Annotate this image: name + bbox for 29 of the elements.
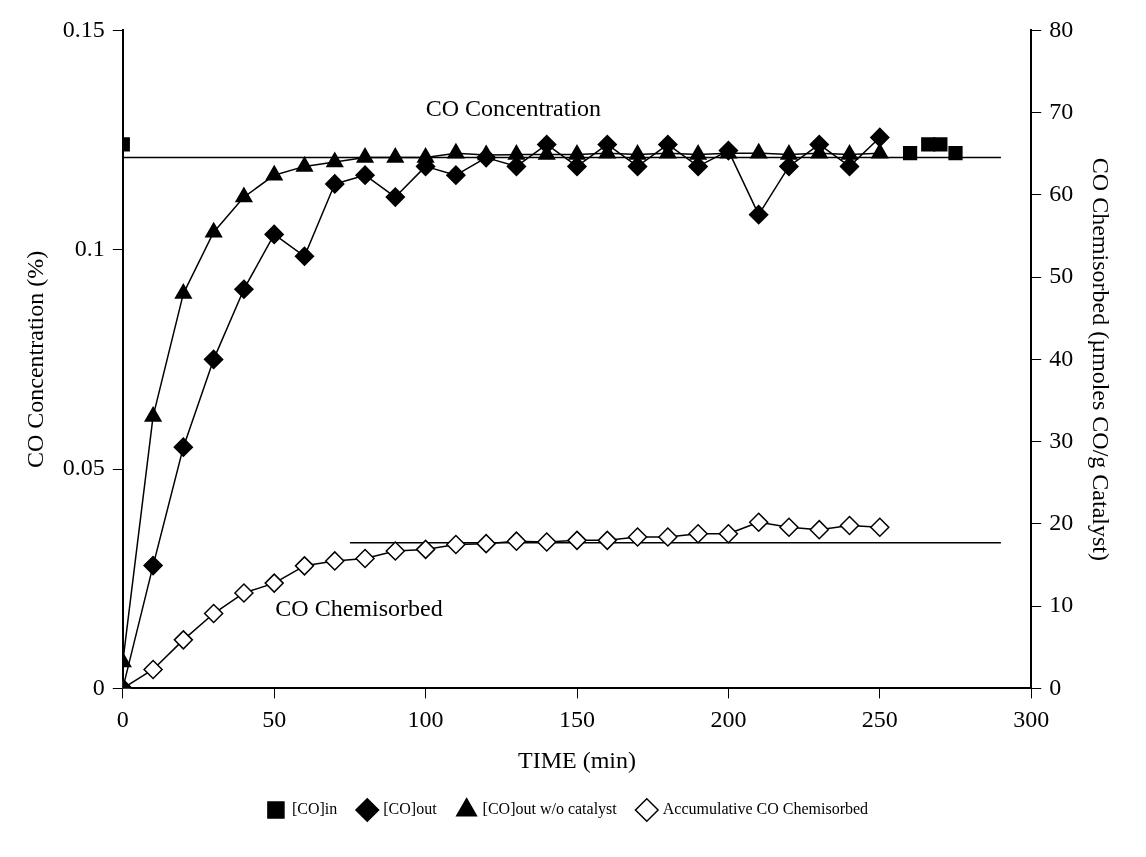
y2-tick-label: 80 xyxy=(1049,15,1074,42)
x-tick-label: 200 xyxy=(710,706,747,733)
legend-label: Accumulative CO Chemisorbed xyxy=(662,800,869,818)
y-tick-label: 0.05 xyxy=(62,454,105,481)
y2-tick-label: 30 xyxy=(1049,426,1074,453)
y2-axis-title: CO Chemisorbed (µmoles CO/g Catalyst) xyxy=(1088,157,1115,561)
y2-tick-label: 40 xyxy=(1049,344,1074,371)
y2-tick-label: 60 xyxy=(1049,180,1074,207)
y2-tick-label: 50 xyxy=(1049,262,1074,289)
y2-tick-label: 70 xyxy=(1049,97,1074,124)
y2-tick-label: 0 xyxy=(1049,673,1062,700)
y-tick-label: 0.15 xyxy=(62,15,105,42)
x-tick-label: 150 xyxy=(559,706,595,733)
y-axis-title: CO Concentration (%) xyxy=(21,250,48,469)
y2-tick-label: 20 xyxy=(1049,509,1074,536)
x-axis-title: TIME (min) xyxy=(518,746,636,773)
legend-label: [CO]out xyxy=(383,800,438,818)
y2-tick-label: 10 xyxy=(1049,591,1074,618)
x-tick-label: 50 xyxy=(262,706,287,733)
x-tick-label: 250 xyxy=(861,706,898,733)
x-tick-label: 300 xyxy=(1013,706,1050,733)
x-tick-label: 100 xyxy=(407,706,444,733)
annotation: CO Concentration xyxy=(425,94,602,121)
legend-label: [CO]in xyxy=(291,800,338,818)
x-tick-label: 0 xyxy=(116,706,129,733)
y-tick-label: 0.1 xyxy=(74,235,105,262)
annotation: CO Chemisorbed xyxy=(275,594,443,621)
y-tick-label: 0 xyxy=(92,673,105,700)
legend-label: [CO]out w/o catalyst xyxy=(482,800,618,819)
